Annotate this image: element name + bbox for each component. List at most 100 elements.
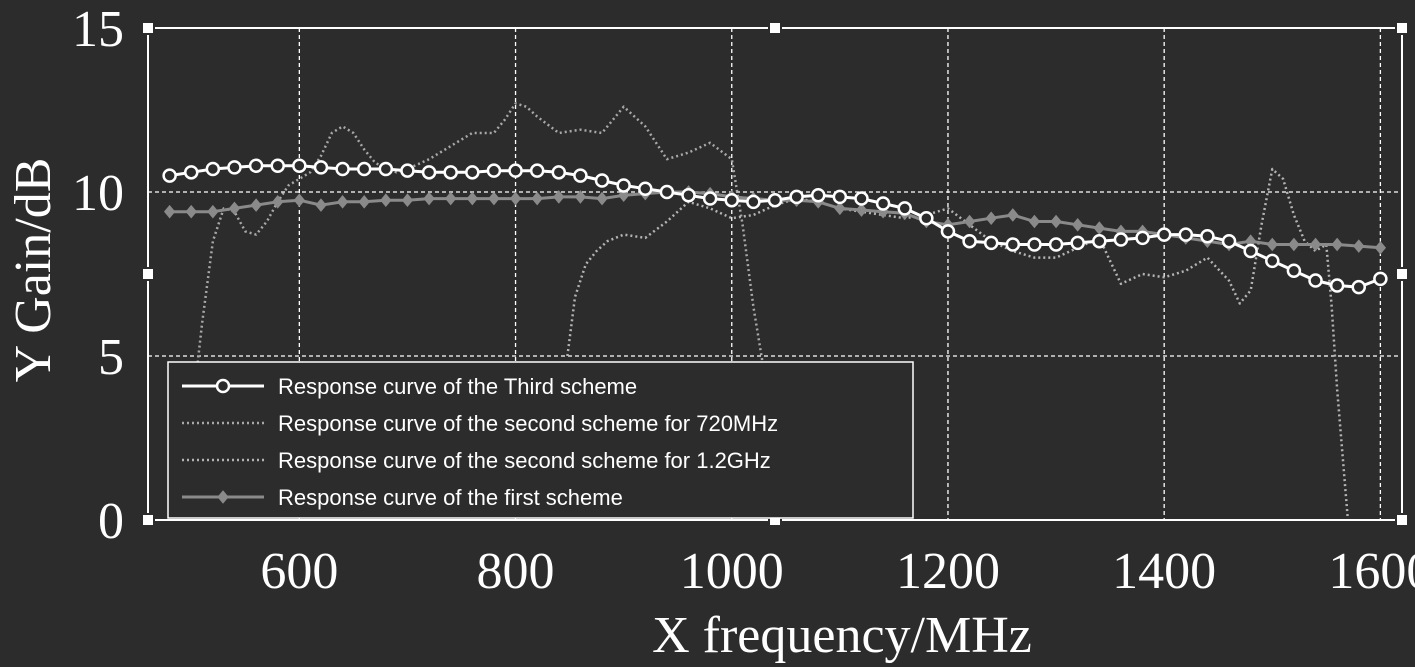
data-point — [573, 168, 588, 183]
data-point — [272, 195, 284, 209]
selection-handle — [1395, 21, 1409, 35]
data-point — [553, 190, 565, 204]
data-point — [1266, 237, 1278, 252]
data-point — [1048, 237, 1064, 252]
data-point — [205, 161, 221, 177]
series-line — [195, 102, 766, 373]
data-point — [1028, 214, 1041, 229]
data-point — [466, 191, 478, 206]
data-point — [702, 191, 718, 206]
series-line — [566, 167, 1350, 520]
y-tick-label: 15 — [72, 1, 124, 58]
data-point — [1093, 221, 1105, 235]
data-point — [963, 214, 976, 229]
data-point — [401, 193, 414, 207]
data-point — [1221, 233, 1237, 249]
data-point — [724, 192, 740, 208]
data-point — [834, 201, 846, 216]
data-point — [356, 161, 372, 177]
legend-entry: Response curve of the second scheme for … — [278, 448, 771, 473]
data-point — [1200, 229, 1215, 244]
data-point — [1329, 278, 1345, 293]
data-point — [616, 178, 631, 193]
data-point — [897, 201, 912, 216]
data-point — [293, 193, 305, 207]
data-point — [380, 193, 392, 207]
data-point — [855, 203, 868, 217]
y-axis-title: Y Gain/dB — [5, 158, 62, 383]
selection-handle — [141, 267, 155, 281]
data-point — [1072, 218, 1084, 232]
data-point — [1353, 239, 1365, 253]
data-point — [531, 191, 543, 206]
data-point — [292, 158, 307, 174]
data-point — [185, 204, 197, 219]
series-layer — [162, 102, 1388, 520]
series-1 — [162, 158, 1388, 295]
data-point — [1286, 263, 1302, 278]
data-point — [919, 210, 934, 226]
selection-handle — [141, 513, 155, 527]
data-point — [183, 165, 199, 180]
y-tick-label: 10 — [72, 165, 124, 222]
data-point — [217, 490, 229, 504]
x-tick-label: 1200 — [896, 543, 1000, 600]
data-point — [529, 163, 545, 178]
data-point — [486, 163, 502, 178]
data-point — [228, 201, 241, 216]
y-tick-label: 0 — [98, 493, 124, 550]
data-point — [443, 165, 458, 180]
legend: Response curve of the Third scheme Respon… — [167, 361, 914, 519]
data-point — [638, 181, 653, 196]
data-point — [315, 198, 327, 212]
data-point — [1113, 232, 1129, 247]
data-point — [400, 163, 415, 178]
series-line — [169, 164, 1381, 289]
series-2 — [195, 102, 766, 373]
data-point — [465, 165, 480, 180]
data-point — [488, 191, 500, 206]
data-point — [313, 160, 329, 175]
data-point — [681, 188, 696, 203]
data-point — [163, 204, 176, 219]
data-point — [207, 204, 219, 219]
data-point — [1092, 233, 1107, 249]
data-point — [985, 211, 997, 226]
data-point — [1135, 230, 1150, 246]
x-axis-title: X frequency/MHz — [652, 607, 1032, 664]
data-point — [659, 184, 675, 200]
x-tick-label: 600 — [260, 543, 338, 600]
data-point — [270, 158, 285, 174]
data-point — [508, 163, 523, 178]
data-point — [1374, 240, 1387, 255]
data-point — [854, 191, 869, 206]
data-point — [1178, 227, 1194, 242]
data-point — [248, 158, 264, 174]
selection-handle — [1395, 513, 1409, 527]
selection-handle — [1395, 267, 1409, 281]
data-point — [335, 161, 350, 177]
data-point — [810, 188, 826, 203]
x-tick-label: 800 — [477, 543, 555, 600]
data-point — [1027, 237, 1042, 252]
data-point — [378, 161, 394, 177]
x-tick-label: 1000 — [680, 543, 784, 600]
data-point — [1005, 237, 1021, 252]
data-point — [875, 196, 891, 211]
data-point — [551, 165, 567, 180]
data-point — [618, 188, 630, 203]
data-point — [227, 160, 242, 175]
data-point — [940, 224, 956, 239]
data-point — [1265, 253, 1280, 269]
legend-box — [167, 361, 914, 519]
data-point — [1331, 237, 1343, 252]
data-point — [789, 189, 804, 205]
data-point — [1156, 227, 1172, 242]
data-point — [1070, 235, 1085, 251]
legend-entry: Response curve of the first scheme — [278, 485, 623, 510]
data-point — [1308, 273, 1323, 288]
data-point — [574, 190, 587, 204]
data-point — [215, 378, 231, 394]
